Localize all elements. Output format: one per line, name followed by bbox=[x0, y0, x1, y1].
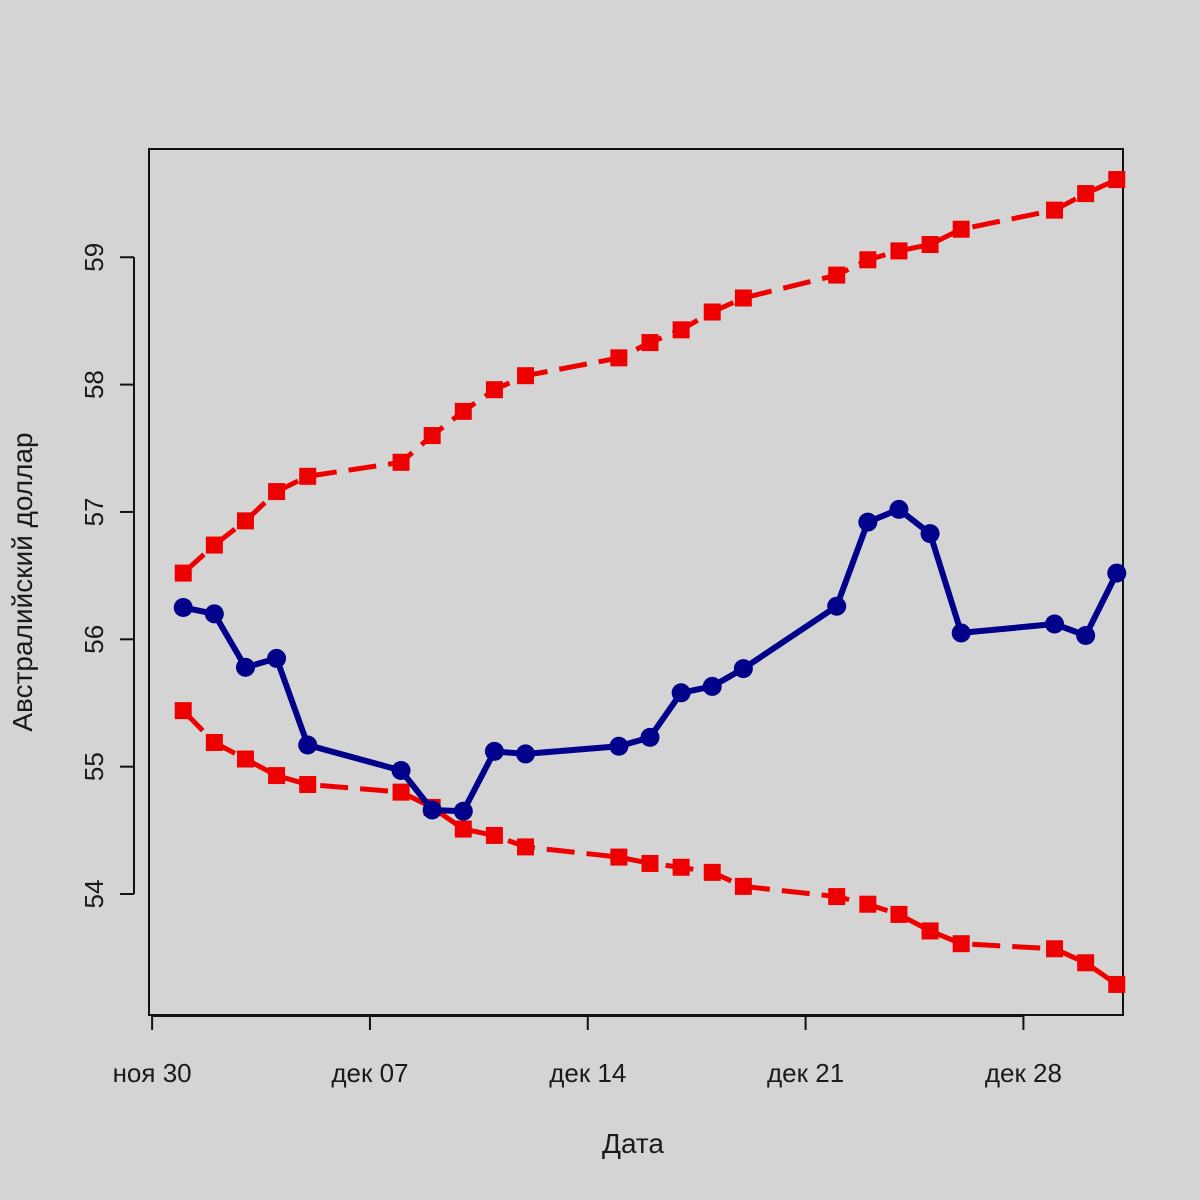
data-point bbox=[672, 858, 690, 876]
data-point bbox=[1108, 975, 1126, 993]
data-point bbox=[485, 381, 503, 399]
data-point bbox=[454, 402, 472, 420]
data-point bbox=[173, 597, 193, 617]
data-point bbox=[951, 623, 971, 643]
data-point bbox=[236, 750, 254, 768]
data-point bbox=[299, 775, 317, 793]
data-point bbox=[734, 877, 752, 895]
data-point bbox=[890, 905, 908, 923]
data-point bbox=[1046, 940, 1064, 958]
y-tick-label: 56 bbox=[79, 625, 109, 654]
data-point bbox=[703, 303, 721, 321]
series-line bbox=[182, 506, 1120, 815]
x-tick-label: дек 07 bbox=[331, 1058, 408, 1088]
x-tick-label: дек 21 bbox=[767, 1058, 844, 1088]
data-point bbox=[733, 659, 753, 679]
data-point bbox=[828, 266, 846, 284]
data-point bbox=[641, 854, 659, 872]
series-actual bbox=[173, 499, 1127, 821]
y-tick-label: 57 bbox=[79, 497, 109, 526]
data-point bbox=[205, 536, 223, 554]
data-point bbox=[484, 741, 504, 761]
data-point bbox=[454, 820, 472, 838]
data-point bbox=[952, 220, 970, 238]
data-point bbox=[859, 251, 877, 269]
data-point bbox=[890, 242, 908, 260]
data-point bbox=[205, 733, 223, 751]
data-point bbox=[516, 744, 536, 764]
data-point bbox=[392, 453, 410, 471]
series-layer bbox=[173, 171, 1127, 993]
data-point bbox=[672, 321, 690, 339]
data-point bbox=[828, 888, 846, 906]
data-point bbox=[235, 657, 255, 677]
data-point bbox=[485, 826, 503, 844]
data-point bbox=[392, 783, 410, 801]
data-point bbox=[641, 334, 659, 352]
series-upper-bound bbox=[174, 171, 1126, 582]
data-point bbox=[1045, 614, 1065, 634]
data-point bbox=[858, 512, 878, 532]
x-axis: ноя 30 дек 07 дек 14 дек 21 дек 28 bbox=[113, 1015, 1062, 1088]
data-point bbox=[391, 760, 411, 780]
data-point bbox=[1077, 185, 1095, 203]
data-point bbox=[827, 596, 847, 616]
plot-frame bbox=[148, 148, 1124, 1016]
data-point bbox=[298, 735, 318, 755]
data-point bbox=[236, 512, 254, 530]
y-axis-title: Австралийский доллар bbox=[7, 432, 38, 731]
data-point bbox=[517, 838, 535, 856]
data-point bbox=[268, 767, 286, 785]
data-point bbox=[734, 289, 752, 307]
x-axis-title: Дата bbox=[602, 1128, 664, 1159]
data-point bbox=[702, 676, 722, 696]
data-point bbox=[920, 524, 940, 544]
data-point bbox=[859, 895, 877, 913]
data-point bbox=[267, 648, 287, 668]
data-point bbox=[671, 683, 691, 703]
data-point bbox=[299, 467, 317, 485]
data-point bbox=[703, 863, 721, 881]
data-point bbox=[204, 604, 224, 624]
data-point bbox=[921, 922, 939, 940]
data-point bbox=[517, 367, 535, 385]
data-point bbox=[610, 349, 628, 367]
data-point bbox=[423, 427, 441, 445]
data-point bbox=[1046, 201, 1064, 219]
x-tick-label: дек 14 bbox=[549, 1058, 626, 1088]
data-point bbox=[610, 848, 628, 866]
data-point bbox=[1076, 625, 1096, 645]
data-point bbox=[1107, 563, 1127, 583]
data-point bbox=[422, 800, 442, 820]
data-point bbox=[174, 702, 192, 720]
data-point bbox=[609, 736, 629, 756]
y-tick-label: 55 bbox=[79, 752, 109, 781]
data-point bbox=[453, 801, 473, 821]
data-point bbox=[889, 499, 909, 519]
data-point bbox=[174, 564, 192, 582]
series-line bbox=[181, 177, 1118, 575]
x-tick-label: ноя 30 bbox=[113, 1058, 192, 1088]
x-tick-label: дек 28 bbox=[985, 1058, 1062, 1088]
data-point bbox=[952, 935, 970, 953]
data-point bbox=[1077, 954, 1095, 972]
data-point bbox=[1108, 171, 1126, 189]
y-tick-label: 54 bbox=[79, 880, 109, 909]
y-axis: 54 55 56 57 58 59 bbox=[79, 243, 135, 909]
data-point bbox=[640, 727, 660, 747]
data-point bbox=[268, 483, 286, 501]
y-tick-label: 59 bbox=[79, 243, 109, 272]
y-tick-label: 58 bbox=[79, 370, 109, 399]
data-point bbox=[921, 236, 939, 254]
